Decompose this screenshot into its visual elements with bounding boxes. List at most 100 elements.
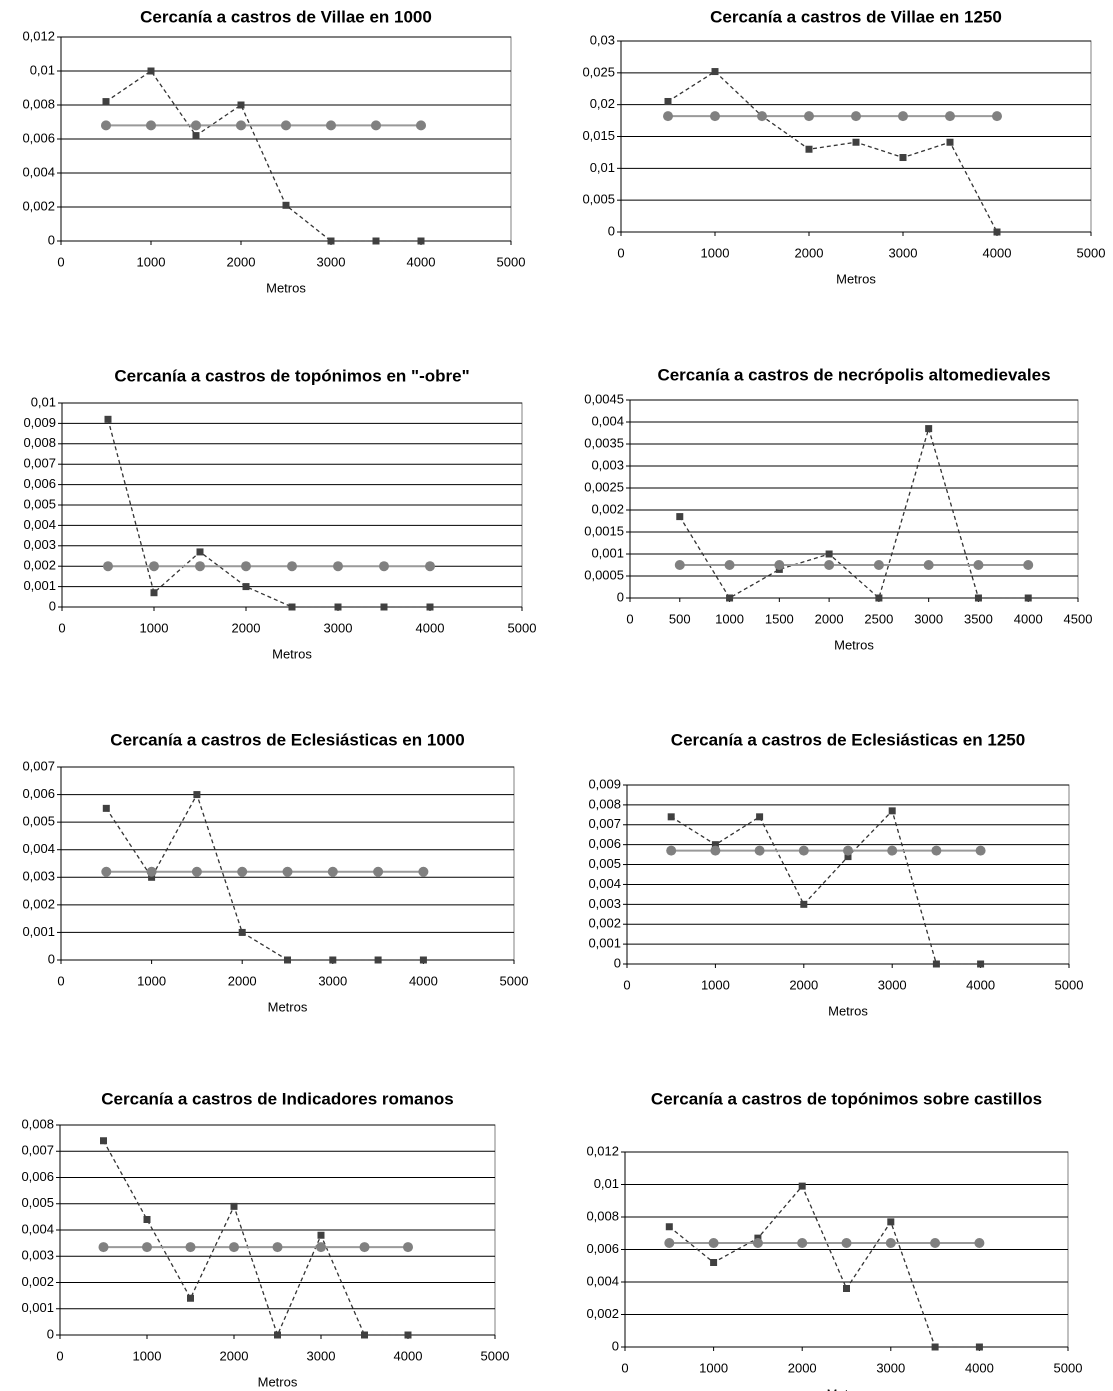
circle-marker xyxy=(327,866,338,877)
y-tick-label: 0,009 xyxy=(588,776,621,791)
x-tick-label: 3500 xyxy=(964,611,993,626)
series-line xyxy=(105,70,421,242)
y-tick-label: 0 xyxy=(617,589,624,604)
square-marker xyxy=(230,1202,238,1210)
x-tick-label: 5000 xyxy=(497,254,526,269)
y-tick-label: 0,03 xyxy=(590,32,615,47)
circle-marker xyxy=(923,560,934,570)
y-tick-label: 0,005 xyxy=(588,856,621,871)
x-tick-label: 4500 xyxy=(1064,611,1093,626)
y-tick-label: 0 xyxy=(47,1326,54,1341)
circle-marker xyxy=(931,845,942,856)
square-marker xyxy=(875,594,883,602)
square-marker xyxy=(756,813,764,821)
y-tick-label: 0,005 xyxy=(22,814,55,829)
y-tick-label: 0,007 xyxy=(23,456,56,471)
y-tick-label: 0,004 xyxy=(22,164,55,179)
square-marker xyxy=(147,67,155,75)
y-tick-label: 0,006 xyxy=(23,476,56,491)
y-tick-label: 0,006 xyxy=(21,1169,54,1184)
y-tick-label: 0,003 xyxy=(588,896,621,911)
plot-area xyxy=(626,784,1070,965)
circle-marker xyxy=(326,120,336,131)
series-line xyxy=(679,426,1029,600)
y-tick-label: 0,003 xyxy=(21,1248,54,1263)
circle-marker xyxy=(359,1242,370,1253)
square-marker xyxy=(888,807,896,815)
x-axis-label: Metros xyxy=(268,999,308,1014)
y-tick-label: 0,004 xyxy=(588,876,621,891)
x-tick-label: 1000 xyxy=(140,620,169,635)
y-tick-label: 0,015 xyxy=(582,128,615,143)
chart-title: Cercanía a castros de Eclesiásticas en 1… xyxy=(110,730,464,749)
x-tick-label: 2000 xyxy=(789,977,818,992)
square-marker xyxy=(899,154,907,162)
x-tick-label: 1000 xyxy=(133,1348,162,1363)
y-tick-label: 0,002 xyxy=(21,1274,54,1289)
square-marker xyxy=(711,841,719,849)
y-tick-label: 0,001 xyxy=(22,924,55,939)
y-tick-label: 0,0035 xyxy=(584,435,624,450)
x-tick-label: 2000 xyxy=(228,973,257,988)
y-tick-label: 0,006 xyxy=(22,786,55,801)
circle-marker xyxy=(843,845,853,856)
x-tick-label: 1500 xyxy=(765,611,794,626)
x-tick-label: 2000 xyxy=(788,1360,817,1375)
x-tick-label: 0 xyxy=(58,620,65,635)
circle-marker xyxy=(418,866,429,877)
y-tick-label: 0,002 xyxy=(22,896,55,911)
x-tick-label: 500 xyxy=(669,611,691,626)
y-tick-label: 0,004 xyxy=(591,413,624,428)
square-marker xyxy=(676,513,684,521)
x-axis-label: Metros xyxy=(272,646,312,661)
x-tick-label: 3000 xyxy=(307,1348,336,1363)
y-tick-label: 0,001 xyxy=(588,936,621,951)
circle-marker xyxy=(752,1238,763,1248)
x-tick-label: 0 xyxy=(57,973,64,988)
x-tick-label: 2000 xyxy=(227,254,256,269)
circle-marker xyxy=(885,1238,896,1248)
circle-marker xyxy=(237,866,248,877)
square-marker xyxy=(1024,594,1032,602)
square-marker xyxy=(711,68,719,76)
y-tick-label: 0,004 xyxy=(21,1221,54,1236)
square-marker xyxy=(852,138,860,146)
y-tick-label: 0,005 xyxy=(582,192,615,207)
square-marker xyxy=(327,237,335,245)
square-marker xyxy=(102,804,110,812)
x-tick-label: 2000 xyxy=(815,611,844,626)
y-tick-label: 0,007 xyxy=(22,758,55,773)
x-tick-label: 3000 xyxy=(318,973,347,988)
circle-marker xyxy=(272,1242,283,1253)
y-tick-label: 0,005 xyxy=(23,496,56,511)
y-tick-label: 0,002 xyxy=(586,1306,619,1321)
y-tick-label: 0,01 xyxy=(31,394,56,409)
x-tick-label: 3000 xyxy=(889,245,918,260)
y-tick-label: 0 xyxy=(614,955,621,970)
circle-marker xyxy=(241,561,251,572)
circle-marker xyxy=(945,111,955,122)
circle-marker xyxy=(425,561,435,572)
square-marker xyxy=(887,1218,895,1226)
circle-marker xyxy=(101,120,111,131)
y-tick-label: 0,003 xyxy=(22,869,55,884)
y-tick-label: 0,003 xyxy=(591,457,624,472)
circle-marker xyxy=(975,845,986,856)
square-marker xyxy=(274,1331,281,1339)
square-marker xyxy=(284,956,291,964)
square-marker xyxy=(242,583,250,591)
y-tick-label: 0,005 xyxy=(21,1195,54,1210)
square-marker xyxy=(238,928,246,936)
x-tick-label: 0 xyxy=(56,1348,63,1363)
y-tick-label: 0,008 xyxy=(21,1116,54,1131)
square-marker xyxy=(665,1223,673,1231)
circle-marker xyxy=(416,120,426,131)
x-tick-label: 4000 xyxy=(983,245,1012,260)
x-tick-label: 0 xyxy=(626,611,633,626)
chart-title: Cercanía a castros de necrópolis altomed… xyxy=(657,365,1050,384)
x-tick-label: 3000 xyxy=(324,620,353,635)
plot-area xyxy=(60,766,515,961)
square-marker xyxy=(329,956,337,964)
x-axis-label: Metros xyxy=(258,1374,298,1389)
x-tick-label: 2500 xyxy=(864,611,893,626)
